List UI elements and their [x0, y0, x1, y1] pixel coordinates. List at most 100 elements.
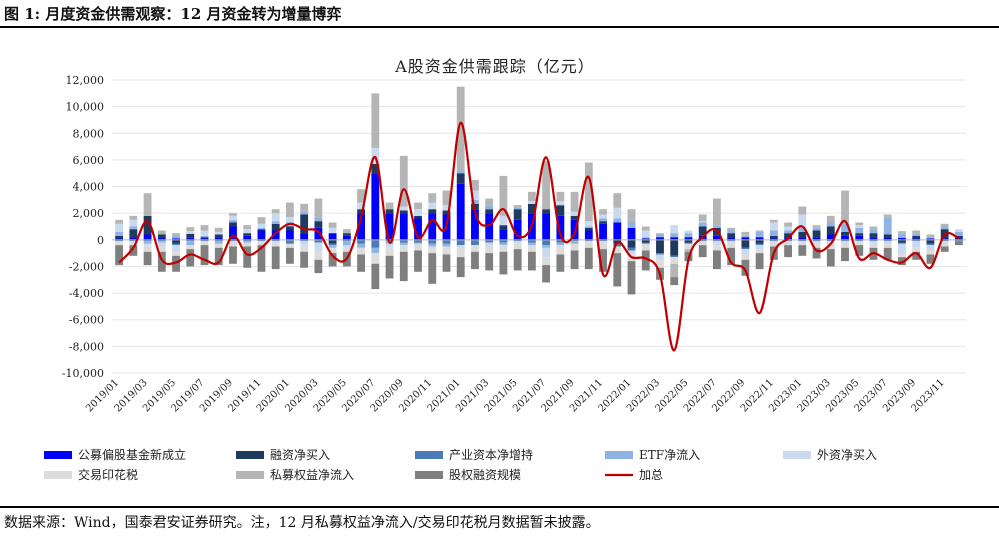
- bar-segment: [641, 238, 650, 240]
- bar-segment: [243, 241, 252, 243]
- bar-segment: [157, 251, 166, 272]
- bar-segment: [115, 219, 124, 224]
- bar-segment: [698, 241, 707, 246]
- bar-segment: [727, 230, 736, 234]
- bar-segment: [271, 213, 280, 222]
- bar-segment: [741, 235, 750, 238]
- bar-segment: [812, 227, 821, 231]
- bar-segment: [357, 243, 365, 248]
- bar-segment: [300, 251, 309, 268]
- bar-segment: [399, 251, 408, 282]
- bar-segment: [755, 239, 764, 244]
- bar-segment: [271, 223, 280, 231]
- top-rule: [0, 26, 999, 28]
- bar-segment: [584, 239, 593, 242]
- bar-segment: [826, 215, 835, 223]
- bar-segment: [214, 234, 223, 238]
- bar-segment: [940, 246, 949, 252]
- bar-segment: [698, 239, 707, 242]
- bar-segment: [328, 245, 337, 248]
- bar-segment: [727, 233, 736, 238]
- bar-segment: [926, 239, 935, 244]
- bar-segment: [471, 199, 479, 204]
- bar-segment: [442, 210, 451, 215]
- bar-segment: [371, 247, 380, 254]
- bar-segment: [456, 245, 465, 248]
- bar-segment: [570, 211, 579, 216]
- bar-segment: [115, 245, 124, 266]
- bar-segment: [912, 238, 921, 240]
- bar-segment: [869, 243, 878, 248]
- bar-segment: [954, 241, 963, 246]
- bar-segment: [570, 219, 579, 240]
- bar-segment: [826, 222, 835, 227]
- bar-segment: [442, 243, 451, 247]
- x-axis: 2019/012019/032019/052019/072019/092019/…: [84, 377, 947, 414]
- bar-segment: [399, 155, 408, 207]
- bar-segment: [485, 209, 494, 214]
- bar-segment: [314, 259, 323, 274]
- bar-segment: [556, 239, 565, 243]
- bar-segment: [229, 219, 237, 223]
- series-line-total: [118, 121, 960, 352]
- bar-segment: [841, 190, 849, 224]
- bar-segment: [755, 237, 764, 240]
- bar-segment: [357, 239, 365, 244]
- bar-segment: [542, 257, 551, 266]
- bar-segment: [342, 233, 351, 236]
- bar-segment: [172, 245, 180, 252]
- bar-segment: [570, 250, 579, 270]
- bar-segment: [414, 209, 422, 216]
- bar-segment: [570, 241, 579, 244]
- bar-segment: [684, 233, 693, 238]
- bar-segment: [229, 213, 237, 216]
- bar-segment: [755, 243, 764, 246]
- bar-segment: [129, 245, 138, 256]
- bar-segment: [286, 247, 294, 264]
- bar-segment: [627, 209, 636, 223]
- bar-segment: [485, 242, 494, 247]
- bar-segment: [300, 239, 309, 242]
- bar-segment: [172, 239, 180, 244]
- bar-segment: [584, 227, 593, 231]
- y-tick-label: -10,000: [62, 367, 104, 380]
- bar-segment: [399, 210, 408, 214]
- bar-segment: [200, 230, 209, 236]
- bar-segment: [584, 241, 593, 248]
- bar-segment: [314, 217, 323, 222]
- bar-segment: [399, 206, 408, 211]
- bar-segment: [812, 237, 821, 240]
- bar-segment: [584, 230, 593, 240]
- legend-label: 融资净买入: [270, 448, 330, 462]
- bar-segment: [513, 239, 522, 242]
- bar-segment: [812, 247, 821, 259]
- bar-segment: [940, 223, 949, 227]
- bar-segment: [513, 249, 522, 271]
- legend-swatch: [415, 471, 443, 479]
- bar-segment: [584, 221, 593, 227]
- bar-segment: [129, 239, 138, 242]
- bar-segment: [798, 206, 807, 215]
- y-axis: -10,000 -8,000 -6,000 -4,000 -2,000 0 2,000 4,0…: [62, 74, 104, 380]
- bar-segment: [442, 246, 451, 255]
- bar-segment: [599, 241, 607, 250]
- bar-segment: [485, 246, 494, 254]
- bar-segment: [129, 219, 138, 227]
- bar-segment: [214, 227, 223, 232]
- bar-segment: [471, 245, 479, 252]
- bar-segment: [172, 251, 180, 256]
- bar-segment: [129, 241, 138, 246]
- bar-segment: [769, 230, 778, 236]
- bar-segment: [656, 239, 664, 254]
- bar-segment: [428, 253, 437, 284]
- bar-segment: [613, 243, 622, 247]
- y-tick-label: 2,000: [73, 207, 105, 220]
- bar-segment: [499, 229, 508, 240]
- bar-segment: [328, 247, 337, 254]
- bar-segment: [200, 245, 209, 266]
- legend-swatch: [236, 451, 264, 459]
- bar-segment: [684, 242, 693, 244]
- bar-segment: [186, 249, 195, 267]
- bar-segment: [243, 233, 252, 236]
